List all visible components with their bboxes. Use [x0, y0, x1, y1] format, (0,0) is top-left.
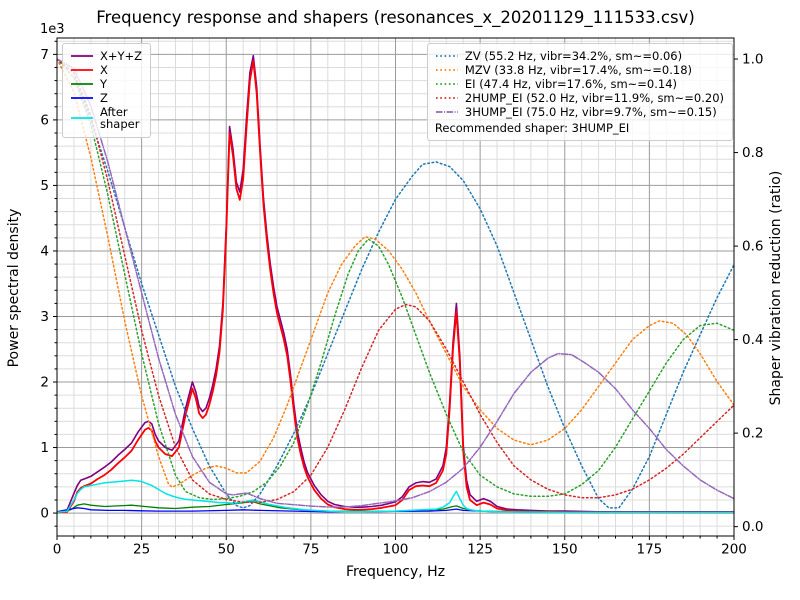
tick-label-x: 200 — [721, 542, 747, 558]
tick-label-y-left: 6 — [40, 112, 49, 128]
legend-entry: Y — [70, 76, 142, 91]
legend-entry: 3HUMP_EI (75.0 Hz, vibr=9.7%, sm~=0.15) — [435, 104, 724, 119]
tick-label-x: 0 — [53, 542, 62, 558]
series-mzv — [57, 58, 734, 488]
tick-label-x: 75 — [302, 542, 319, 558]
tick-label-y-left: 7 — [40, 47, 49, 63]
tick-label-y-right: 1.0 — [742, 52, 763, 68]
series-after-shaper — [57, 479, 734, 514]
tick-label-y-left: 3 — [40, 309, 49, 325]
legend-entry: X — [70, 62, 142, 77]
y-axis-label-left: Power spectral density — [6, 208, 22, 368]
legend-label: X+Y+Z — [100, 49, 143, 63]
legend-line-sample — [435, 111, 458, 113]
legend-entry: ZV (55.2 Hz, vibr=34.2%, sm~=0.06) — [435, 50, 724, 63]
legend-line-sample — [71, 117, 93, 120]
y-axis-label-right: Shaper vibration reduction (ratio) — [768, 170, 784, 406]
legend-label: After shaper — [100, 104, 140, 132]
legend-line-sample — [71, 69, 93, 72]
tick-label-y-right: 0.2 — [742, 426, 763, 442]
tick-label-x: 50 — [218, 542, 235, 558]
legend-label: 3HUMP_EI (75.0 Hz, vibr=9.7%, sm~=0.15) — [464, 104, 717, 119]
legend-label: Z — [100, 90, 108, 105]
tick-label-x: 100 — [383, 542, 409, 558]
tick-label-x: 150 — [552, 542, 578, 558]
legend-entry: MZV (33.8 Hz, vibr=17.4%, sm~=0.18) — [435, 62, 724, 77]
series-ei — [57, 58, 734, 501]
tick-label-x: 125 — [467, 542, 493, 558]
series-2hump-ei — [57, 58, 734, 504]
legend-label: X — [100, 62, 108, 77]
tick-label-y-left: 5 — [40, 178, 49, 194]
series-3hump-ei — [57, 58, 734, 508]
legend-line-sample — [71, 97, 93, 99]
x-axis-label: Frequency, Hz — [345, 564, 446, 580]
legend-line-sample — [71, 55, 93, 58]
legend-shapers: ZV (55.2 Hz, vibr=34.2%, sm~=0.06) MZV (3… — [426, 43, 733, 142]
legend-line-sample — [435, 83, 458, 86]
legend-label: 2HUMP_EI (52.0 Hz, vibr=11.9%, sm~=0.20) — [464, 90, 724, 105]
tick-label-y-right: 0.8 — [742, 145, 763, 161]
tick-label-x: 25 — [133, 542, 150, 558]
legend-line-sample — [435, 97, 458, 99]
series-x — [57, 60, 734, 514]
tick-label-y-right: 0.0 — [742, 519, 763, 535]
legend-label: MZV (33.8 Hz, vibr=17.4%, sm~=0.18) — [464, 62, 693, 77]
recommended-shaper-note: Recommended shaper: 3HUMP_EI — [434, 121, 630, 136]
tick-label-y-right: 0.6 — [742, 239, 763, 255]
tick-label-y-left: 1 — [40, 440, 49, 456]
legend-label: ZV (55.2 Hz, vibr=34.2%, sm~=0.06) — [464, 49, 683, 63]
legend-entry: Z — [70, 90, 142, 105]
legend-line-sample — [435, 55, 458, 58]
legend-label: Y — [100, 76, 108, 91]
tick-label-y-right: 0.4 — [742, 332, 763, 348]
tick-label-x: 175 — [636, 542, 662, 558]
legend-line-sample — [71, 83, 93, 86]
legend-entry: EI (47.4 Hz, vibr=17.6%, sm~=0.14) — [435, 76, 724, 91]
chart-title: Frequency response and shapers (resonanc… — [96, 8, 695, 27]
tick-label-y-left: 2 — [40, 375, 49, 391]
legend-label: EI (47.4 Hz, vibr=17.6%, sm~=0.14) — [464, 76, 678, 91]
legend-entry: X+Y+Z — [70, 50, 142, 63]
y-axis-offset-label: 1e3 — [40, 22, 65, 37]
legend-entry: After shaper — [70, 104, 142, 132]
tick-label-y-left: 0 — [40, 506, 49, 522]
tick-label-y-left: 4 — [40, 243, 49, 259]
legend-line-sample — [435, 69, 458, 72]
legend-entry: 2HUMP_EI (52.0 Hz, vibr=11.9%, sm~=0.20) — [435, 90, 724, 105]
legend-psd: X+Y+Z X Y Z After shaper — [62, 43, 152, 139]
series-group — [57, 54, 734, 514]
series-zv — [57, 58, 734, 509]
